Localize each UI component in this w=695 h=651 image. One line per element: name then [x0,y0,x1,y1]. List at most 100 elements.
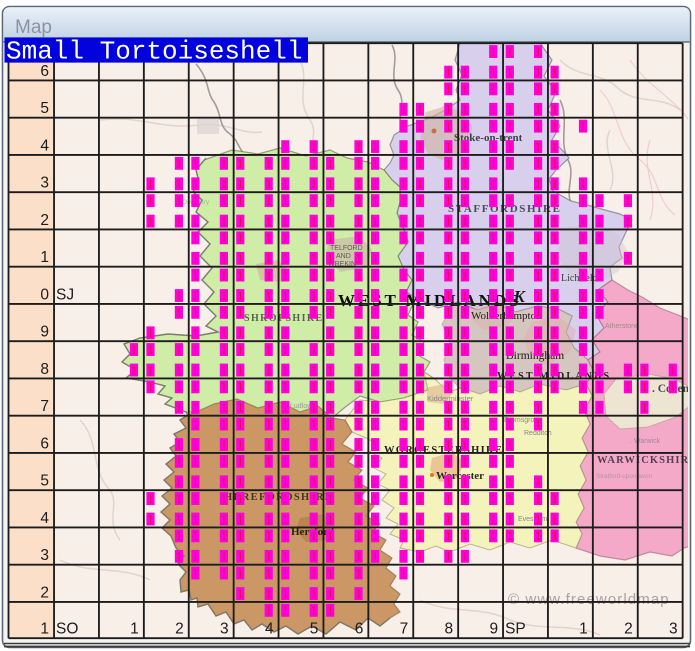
svg-text:1: 1 [490,44,497,59]
svg-text:SP: SP [505,621,526,638]
svg-text:1: 1 [266,288,273,303]
svg-text:1: 1 [327,362,334,377]
svg-text:1: 1 [355,549,362,564]
svg-text:1: 1 [417,362,424,377]
svg-text:1: 1 [176,400,183,415]
svg-text:1: 1 [445,118,452,133]
svg-text:1: 1 [327,156,334,171]
svg-text:1: 1 [310,454,317,469]
svg-text:1: 1 [266,400,273,415]
svg-text:1: 1 [507,416,514,431]
svg-text:1: 1 [282,586,289,601]
svg-text:1: 1 [221,362,228,377]
svg-text:1: 1 [327,176,334,191]
svg-text:1: 1 [282,139,289,154]
svg-text:1: 1 [282,267,289,282]
svg-text:1: 1 [490,118,497,133]
svg-text:1: 1 [372,362,379,377]
svg-text:1: 1 [192,288,199,303]
svg-text:4: 4 [265,621,274,638]
svg-text:1: 1 [310,193,317,208]
svg-text:1: 1 [131,362,138,377]
svg-text:1: 1 [40,249,49,266]
svg-text:1: 1 [355,400,362,415]
svg-text:1: 1 [596,288,603,303]
svg-text:1: 1 [282,491,289,506]
svg-text:1: 1 [580,325,587,340]
svg-text:1: 1 [355,156,362,171]
svg-text:5: 5 [40,100,49,117]
svg-text:1: 1 [282,342,289,357]
svg-text:1: 1 [490,416,497,431]
svg-text:1: 1 [237,586,244,601]
svg-text:1: 1 [462,454,469,469]
svg-text:1: 1 [535,230,542,245]
svg-text:1: 1 [192,213,199,228]
svg-text:1: 1 [507,193,514,208]
svg-text:1: 1 [551,64,558,79]
svg-text:1: 1 [445,342,452,357]
svg-text:1: 1 [551,362,558,377]
svg-text:1: 1 [535,251,542,266]
svg-text:1: 1 [462,437,469,452]
svg-text:1: 1 [417,474,424,489]
svg-text:1: 1 [670,362,677,377]
svg-text:1: 1 [310,288,317,303]
svg-text:1: 1 [625,251,632,266]
svg-text:1: 1 [580,118,587,133]
svg-text:1: 1 [221,267,228,282]
svg-text:1: 1 [237,193,244,208]
svg-text:1: 1 [355,437,362,452]
svg-text:1: 1 [507,325,514,340]
svg-text:4: 4 [40,510,49,527]
svg-text:1: 1 [310,416,317,431]
svg-text:1: 1 [355,474,362,489]
svg-text:1: 1 [400,230,407,245]
svg-text:1: 1 [400,511,407,526]
svg-text:1: 1 [580,379,587,394]
svg-text:1: 1 [372,379,379,394]
svg-text:1: 1 [282,603,289,618]
svg-text:1: 1 [372,213,379,228]
svg-text:1: 1 [462,156,469,171]
svg-text:1: 1 [327,267,334,282]
svg-text:1: 1 [400,102,407,117]
svg-text:1: 1 [372,139,379,154]
svg-text:1: 1 [445,213,452,228]
svg-text:1: 1 [535,491,542,506]
svg-text:1: 1 [266,230,273,245]
svg-text:1: 1 [596,193,603,208]
svg-text:1: 1 [580,400,587,415]
svg-text:1: 1 [266,251,273,266]
svg-text:1: 1 [176,379,183,394]
svg-text:1: 1 [327,193,334,208]
svg-text:1: 1 [221,549,228,564]
svg-text:1: 1 [266,454,273,469]
svg-text:1: 1 [507,64,514,79]
svg-text:1: 1 [490,230,497,245]
svg-text:1: 1 [221,193,228,208]
svg-text:1: 1 [355,193,362,208]
svg-text:1: 1 [221,437,228,452]
svg-text:1: 1 [310,437,317,452]
svg-text:1: 1 [221,288,228,303]
svg-text:5: 5 [40,473,49,490]
svg-text:1: 1 [445,416,452,431]
svg-text:1: 1 [490,511,497,526]
svg-text:1: 1 [580,176,587,191]
svg-text:1: 1 [417,549,424,564]
svg-text:1: 1 [507,454,514,469]
svg-text:1: 1 [192,437,199,452]
svg-text:1: 1 [580,193,587,208]
svg-text:1: 1 [192,565,199,580]
svg-text:1: 1 [221,325,228,340]
svg-text:1: 1 [490,213,497,228]
svg-text:1: 1 [445,437,452,452]
svg-text:1: 1 [462,474,469,489]
svg-text:1: 1 [507,81,514,96]
svg-text:1: 1 [327,454,334,469]
svg-text:1: 1 [282,325,289,340]
svg-text:1: 1 [237,491,244,506]
svg-text:8: 8 [444,621,453,638]
svg-text:1: 1 [221,379,228,394]
